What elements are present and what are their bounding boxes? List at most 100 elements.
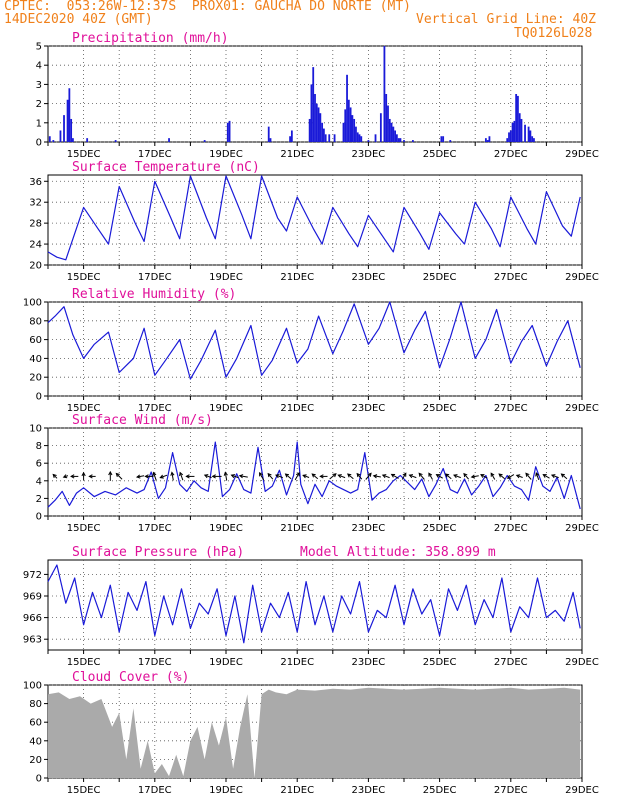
wind-arrow-head [230, 474, 236, 479]
wind-arrow-head [463, 472, 468, 478]
y-tick-label-0: 3 [36, 80, 42, 91]
wind-arrow-head [108, 470, 113, 476]
wind-arrow-head [70, 474, 75, 479]
wind-arrow-head [311, 473, 316, 478]
wind-arrow [516, 474, 523, 478]
x-tick-label-3: 29DEC [565, 523, 599, 534]
panel-frame-4 [47, 559, 583, 651]
wind-arrow-head [135, 474, 141, 479]
precip-bar [513, 120, 516, 142]
x-tick-label-1: 15DEC [67, 272, 101, 283]
precip-bar [312, 67, 315, 142]
y-tick-label-0: 1 [36, 118, 42, 129]
wind-arrow-head [159, 474, 164, 479]
y-tick-label-4: 969 [23, 592, 42, 603]
wind-arrow-head [402, 472, 407, 477]
wind-arrow [347, 473, 354, 480]
precip-bar [308, 118, 311, 142]
wind-arrow-head [185, 474, 190, 479]
wind-arrow-head [435, 474, 440, 478]
wind-arrow [356, 473, 363, 480]
x-tick-label-1: 17DEC [138, 272, 172, 283]
y-tick-label-1: 36 [29, 177, 42, 188]
precip-bar [347, 99, 350, 142]
precip-bar [517, 95, 519, 142]
wind-arrow [543, 474, 550, 479]
precip-bar [412, 140, 414, 142]
y-tick-label-3: 4 [36, 476, 42, 487]
wind-arrow-head [535, 472, 540, 477]
x-tick-label-1: 27DEC [494, 272, 528, 283]
y-tick-label-2: 40 [29, 354, 42, 365]
wind-arrow [285, 473, 292, 480]
wind-arrow-head [115, 472, 120, 478]
cloud-cover-area [48, 687, 581, 778]
precip-bar [399, 138, 402, 142]
y-tick-label-4: 966 [23, 613, 42, 624]
panel-title-5: Cloud Cover (%) [72, 670, 189, 685]
wind-arrow [373, 475, 381, 478]
precip-bar [390, 122, 393, 142]
wind-arrow-head [152, 471, 157, 477]
wind-arrow [311, 473, 319, 480]
wind-arrow [259, 472, 265, 481]
wind-arrow-head [470, 474, 476, 479]
precip-bar [310, 84, 313, 142]
panel-title-2: Relative Humidity (%) [72, 287, 236, 302]
y-tick-label-1: 32 [29, 198, 42, 209]
x-tick-label-2: 19DEC [209, 403, 243, 414]
precip-bar [72, 138, 74, 142]
wind-arrow-head [498, 473, 503, 478]
y-tick-label-5: 100 [23, 681, 42, 692]
x-tick-label-0: 19DEC [209, 149, 243, 160]
wind-arrow-head [560, 473, 565, 478]
x-tick-label-5: 21DEC [280, 785, 314, 796]
wind-arrow [171, 472, 174, 481]
precip-bar [290, 130, 293, 142]
wind-arrow [152, 472, 157, 481]
precip-bar [387, 105, 389, 142]
wind-arrow [490, 473, 496, 480]
x-tick-label-4: 27DEC [494, 657, 528, 668]
wind-arrow [275, 474, 283, 479]
wind-arrow-head [302, 474, 307, 479]
wind-arrow [302, 474, 310, 478]
precip-bar [527, 126, 530, 142]
wind-arrow [267, 473, 274, 480]
precip-bar [346, 74, 348, 142]
wind-arrow-head [372, 474, 378, 479]
precip-bar [367, 140, 370, 142]
precip-bar [518, 113, 521, 142]
wind-arrow [382, 474, 390, 479]
wind-arrow-head [347, 473, 352, 478]
precip-bar [203, 140, 206, 142]
wind-arrow [294, 472, 300, 481]
x-tick-label-0: 29DEC [565, 149, 599, 160]
panel-frame-1 [47, 174, 583, 266]
wind-arrow-head [542, 474, 547, 478]
precip-bar [403, 140, 405, 142]
x-tick-label-0: 17DEC [138, 149, 172, 160]
precip-bar [63, 115, 65, 142]
x-tick-label-5: 23DEC [352, 785, 386, 796]
precip-bar [508, 132, 510, 142]
precip-bar [374, 134, 377, 142]
x-tick-label-5: 17DEC [138, 785, 172, 796]
series-line-1 [47, 175, 581, 261]
series-line-2 [47, 301, 581, 380]
precip-bar [289, 136, 291, 142]
x-tick-label-4: 19DEC [209, 657, 243, 668]
y-tick-label-1: 28 [29, 219, 42, 230]
wind-arrow-head [367, 472, 372, 477]
y-tick-label-3: 8 [36, 441, 42, 452]
wind-arrow [136, 475, 145, 478]
x-tick-label-3: 25DEC [423, 523, 457, 534]
wind-arrow-head [275, 474, 280, 479]
precip-bar [484, 138, 487, 142]
precip-bar [344, 109, 347, 142]
wind-arrow-head [490, 472, 495, 477]
precip-bar [59, 130, 62, 142]
precip-bar [333, 134, 336, 142]
wind-arrow-head [295, 471, 300, 477]
wind-arrow [471, 475, 479, 478]
